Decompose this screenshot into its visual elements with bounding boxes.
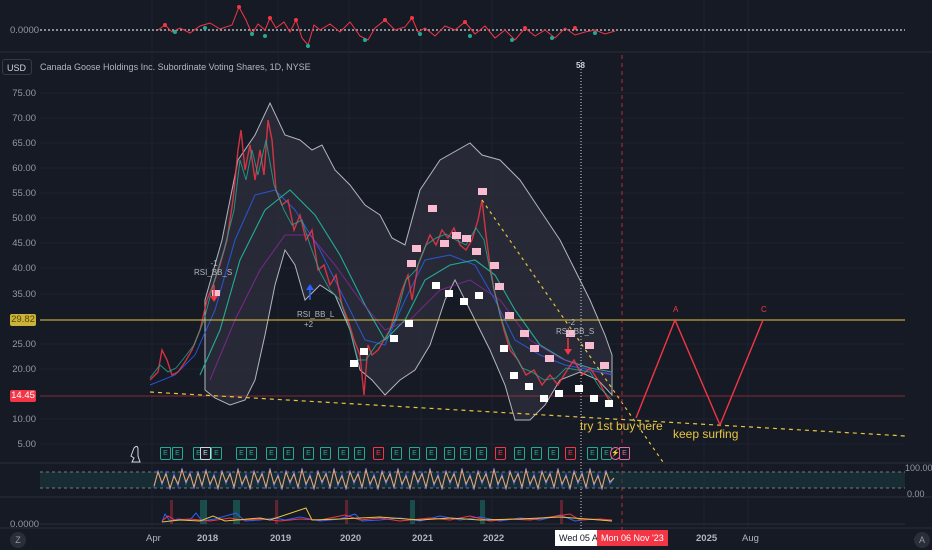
earnings-badge[interactable]: E [172, 447, 183, 460]
rsi-bb-short-label: RSI_BB_S [194, 268, 233, 277]
price-axis-label: 20.00 [12, 364, 36, 375]
price-axis-label: 50.00 [12, 213, 36, 224]
earnings-badge[interactable]: E [514, 447, 525, 460]
earnings-badge-miss[interactable]: E [495, 447, 506, 460]
price-axis-label: 35.00 [12, 289, 36, 300]
symbol-title: Canada Goose Holdings Inc. Subordinate V… [40, 62, 311, 72]
time-axis-label: Aug [742, 533, 759, 544]
last-bar-date-label: Mon 06 Nov '23 [597, 530, 668, 546]
earnings-badge-selected[interactable]: E [200, 447, 211, 460]
wave-c-label: C [761, 305, 767, 314]
earnings-badge[interactable]: E [266, 447, 277, 460]
top-oscillator-zero-label: 0.0000 [10, 25, 40, 36]
earnings-badge[interactable]: E [531, 447, 542, 460]
earnings-badge-miss[interactable]: E [373, 447, 384, 460]
keep-surfing-annotation[interactable]: keep surfing [673, 427, 739, 441]
rsi-lower-label: 0.00 [907, 489, 925, 499]
horizontal-line-price-badge[interactable]: 29.82 [10, 314, 36, 326]
earnings-badge-upcoming[interactable]: E [619, 447, 630, 460]
wave-a-label: A [673, 305, 679, 314]
signal-count-label: -2 [568, 318, 576, 327]
earnings-badge-miss[interactable]: E [565, 447, 576, 460]
price-axis-label: 40.00 [12, 263, 36, 274]
earnings-badge[interactable]: E [303, 447, 314, 460]
price-axis-label: 5.00 [17, 439, 37, 450]
current-price-badge: 14.45 [10, 390, 36, 402]
rsi-bb-long-label: RSI_BB_L [297, 310, 335, 319]
signal-count-label: +2 [304, 320, 314, 329]
time-axis-label: 2025 [696, 533, 718, 544]
time-axis-label: 2019 [270, 533, 292, 544]
earnings-badge[interactable]: E [548, 447, 559, 460]
time-axis-label: 2021 [412, 533, 434, 544]
price-axis-label: 55.00 [12, 188, 36, 199]
price-axis-label: 70.00 [12, 113, 36, 124]
earnings-badge[interactable]: E [283, 447, 294, 460]
earnings-badge[interactable]: E [320, 447, 331, 460]
try-buy-annotation[interactable]: try 1st buy here [580, 419, 663, 433]
auto-scale-button[interactable]: A [914, 532, 930, 548]
earnings-badge[interactable]: E [391, 447, 402, 460]
earnings-badge[interactable]: E [246, 447, 257, 460]
time-axis-label: 2022 [483, 533, 505, 544]
time-axis-label: Apr [146, 533, 161, 544]
price-axis-label: 45.00 [12, 238, 36, 249]
earnings-badge[interactable]: E [460, 447, 471, 460]
price-axis-label: 10.00 [12, 414, 36, 425]
price-axis-label: 75.00 [12, 88, 36, 99]
time-axis-label: 2018 [197, 533, 219, 544]
top-marker-label: 58 [576, 61, 585, 70]
timezone-button[interactable]: Z [10, 532, 26, 548]
rsi-bb-short-label: RSI_BB_S [556, 327, 595, 336]
time-axis-label: 2020 [340, 533, 362, 544]
price-axis-label: 65.00 [12, 138, 36, 149]
earnings-badge[interactable]: E [476, 447, 487, 460]
price-axis-label: 60.00 [12, 163, 36, 174]
earnings-badge[interactable]: E [354, 447, 365, 460]
signal-count-label: -1 [210, 259, 218, 268]
earnings-badge[interactable]: E [426, 447, 437, 460]
crosshair-date-label: Wed 05 Apr '23 [555, 530, 605, 546]
bottom-oscillator-zero-label: 0.0000 [10, 519, 40, 530]
earnings-badge[interactable]: E [587, 447, 598, 460]
earnings-badge[interactable]: E [338, 447, 349, 460]
earnings-badge[interactable]: E [409, 447, 420, 460]
earnings-badge[interactable]: E [160, 447, 171, 460]
price-axis-label: 25.00 [12, 339, 36, 350]
currency-button[interactable]: USD [2, 59, 32, 75]
earnings-badge[interactable]: E [444, 447, 455, 460]
rsi-upper-label: 100.00 [905, 463, 932, 473]
earnings-badge[interactable]: E [211, 447, 222, 460]
